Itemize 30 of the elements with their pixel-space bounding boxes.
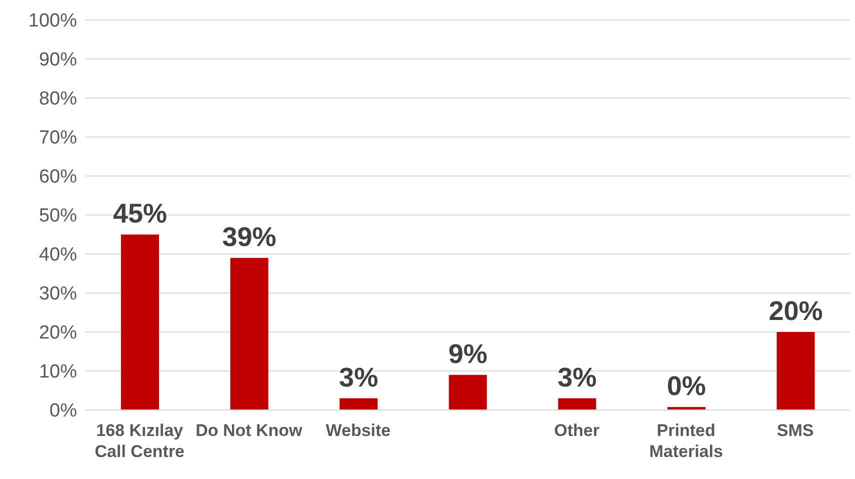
bar	[448, 374, 487, 410]
y-tick-label: 50%	[38, 206, 78, 227]
bar	[776, 332, 815, 410]
y-tick-label: 30%	[38, 284, 78, 305]
data-label: 45%	[112, 198, 168, 228]
data-label: 3%	[558, 362, 597, 392]
x-tick-label: SMS	[776, 421, 814, 440]
y-tick-label: 80%	[38, 88, 78, 110]
data-label: 0%	[666, 371, 706, 401]
data-label: 3%	[339, 362, 378, 392]
y-tick-label: 0%	[50, 400, 78, 422]
y-tick-label: 10%	[38, 362, 78, 383]
x-tick-label: Other	[554, 421, 600, 440]
x-tick-label: 168 Kızılay Call Centre	[94, 421, 185, 461]
data-label: 20%	[768, 296, 823, 326]
x-tick-label: Website	[326, 421, 391, 440]
y-tick-label: 60%	[38, 166, 78, 188]
y-tick-label: 40%	[38, 244, 78, 266]
y-tick-label: 70%	[38, 128, 78, 149]
bar	[121, 234, 159, 410]
bar	[558, 398, 596, 410]
bar	[230, 258, 268, 410]
y-tick-label: 20%	[38, 322, 78, 344]
y-tick-label: 90%	[38, 50, 78, 71]
x-tick-label: Printed Materials	[649, 421, 723, 461]
data-label: 9%	[448, 338, 488, 369]
data-label: 39%	[222, 222, 276, 252]
y-tick-label: 100%	[28, 10, 78, 32]
x-tick-label: Do Not Know	[196, 421, 304, 440]
bar	[340, 398, 378, 410]
